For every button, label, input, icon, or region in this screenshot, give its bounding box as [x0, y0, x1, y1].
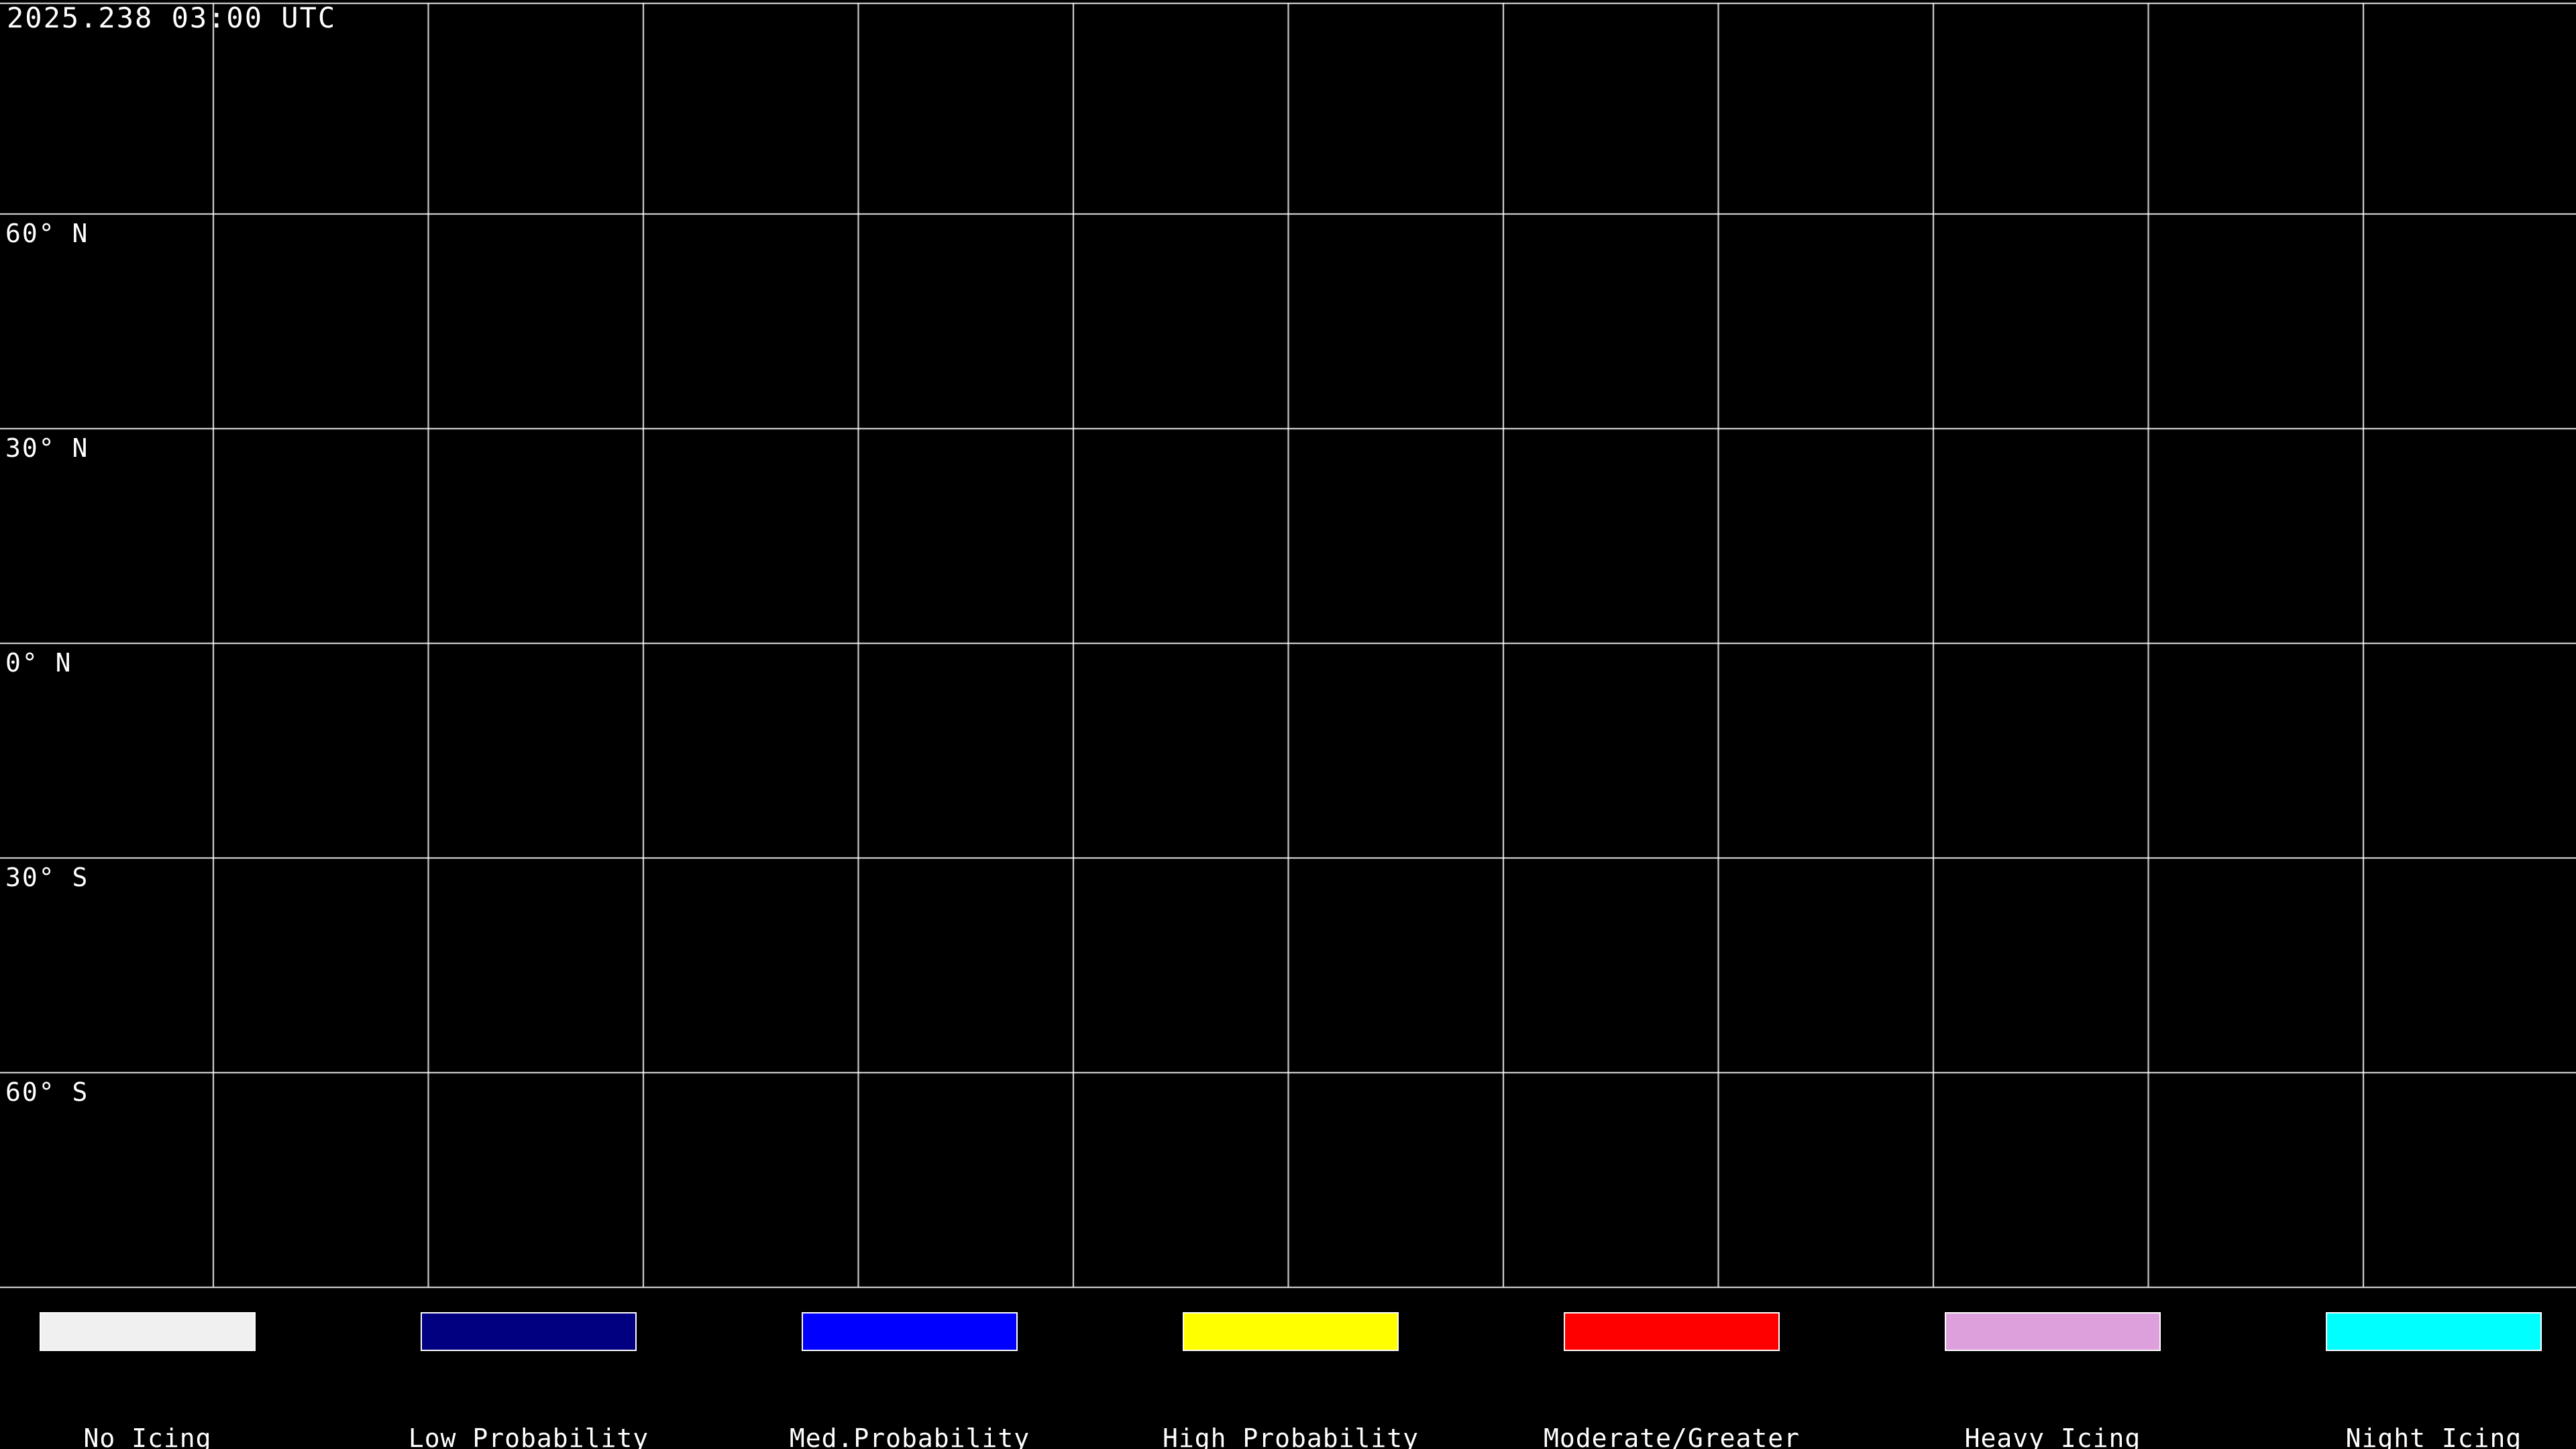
legend-item-heavy-icing: Heavy Icing: [1862, 1312, 2243, 1449]
legend-label-heavy-icing: Heavy Icing: [1964, 1424, 2141, 1449]
legend-label-moderate-greater: Moderate/Greater Icing Likely: [1543, 1424, 1801, 1449]
legend-label-no-icing: No Icing Retrieval: [83, 1424, 212, 1449]
legend-item-med-probability: Med.Probability of Light Icing: [719, 1312, 1100, 1449]
lat-label-30s: 30° S: [5, 863, 89, 892]
legend-item-night-icing: Night Icing: [2243, 1312, 2576, 1449]
legend-item-low-probability: Low Probability of Light Icing: [338, 1312, 719, 1449]
legend-item-moderate-greater: Moderate/Greater Icing Likely: [1481, 1312, 1862, 1449]
lat-label-60s: 60° S: [5, 1077, 89, 1107]
legend: No Icing Retrieval Low Probability of Li…: [0, 1299, 2576, 1449]
lat-label-30n: 30° N: [5, 433, 89, 463]
legend-label-low-probability: Low Probability of Light Icing: [408, 1424, 649, 1449]
legend-item-high-probability: High Probability of Light Icing: [1100, 1312, 1481, 1449]
legend-swatch-moderate-greater: [1564, 1312, 1780, 1351]
legend-swatch-high-probability: [1183, 1312, 1399, 1351]
legend-swatch-med-probability: [802, 1312, 1018, 1351]
world-icing-map-canvas: [0, 0, 2576, 1299]
legend-swatch-no-icing: [40, 1312, 256, 1351]
timestamp: 2025.238 03:00 UTC: [7, 1, 337, 34]
lat-label-0n: 0° N: [5, 648, 72, 678]
legend-swatch-heavy-icing: [1945, 1312, 2161, 1351]
legend-swatch-low-probability: [421, 1312, 637, 1351]
legend-item-no-icing: No Icing Retrieval: [0, 1312, 338, 1449]
legend-label-high-probability: High Probability of Light Icing: [1162, 1424, 1419, 1449]
legend-swatch-night-icing: [2326, 1312, 2542, 1351]
legend-label-night-icing: Night Icing: [2345, 1424, 2522, 1449]
lat-label-60n: 60° N: [5, 219, 89, 248]
legend-label-med-probability: Med.Probability of Light Icing: [789, 1424, 1030, 1449]
